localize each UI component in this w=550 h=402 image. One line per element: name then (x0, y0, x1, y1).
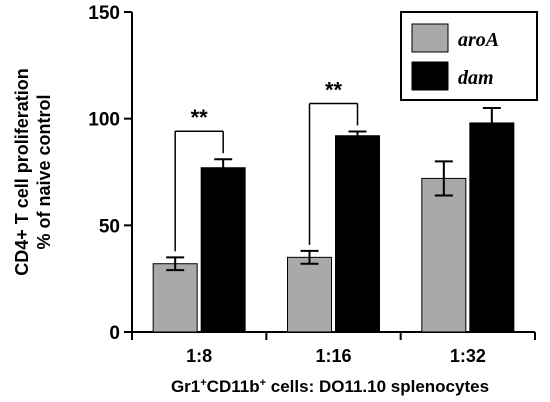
bar-dam-1-16 (335, 135, 380, 333)
y-tick-label-100: 100 (88, 110, 120, 131)
bar-aroA-1-8 (152, 263, 198, 333)
x-category-label-1-16: 1:16 (315, 346, 351, 366)
legend-swatch-dam (411, 61, 449, 91)
y-tick-label-50: 50 (99, 216, 120, 237)
bar-dam-1-8 (200, 167, 246, 333)
bar-dam-1-32 (469, 122, 515, 333)
y-tick-label-150: 150 (88, 3, 120, 24)
y-axis-title-line2: % of naive control (34, 94, 54, 249)
plot-area: 0 50 100 150 1:8 1:16 1:32 ** ** (88, 3, 536, 366)
sig-label-1-8: ** (191, 105, 209, 130)
bar-aroA-1-16 (287, 256, 332, 333)
y-axis-title-line1: CD4+ T cell proliferation (12, 68, 32, 276)
legend-label-dam: dam (458, 67, 494, 89)
y-tick-label-0: 0 (109, 323, 120, 344)
sig-label-1-16: ** (325, 77, 343, 102)
x-category-label-1-32: 1:32 (450, 346, 486, 366)
legend: aroA dam (400, 11, 538, 101)
bar-aroA-1-32 (421, 177, 467, 333)
legend-swatch-aroA (411, 23, 449, 53)
x-category-label-1-8: 1:8 (186, 346, 212, 366)
x-axis-title: Gr1+CD11b+ cells: DO11.10 splenocytes (171, 377, 489, 396)
legend-label-aroA: aroA (458, 29, 499, 51)
